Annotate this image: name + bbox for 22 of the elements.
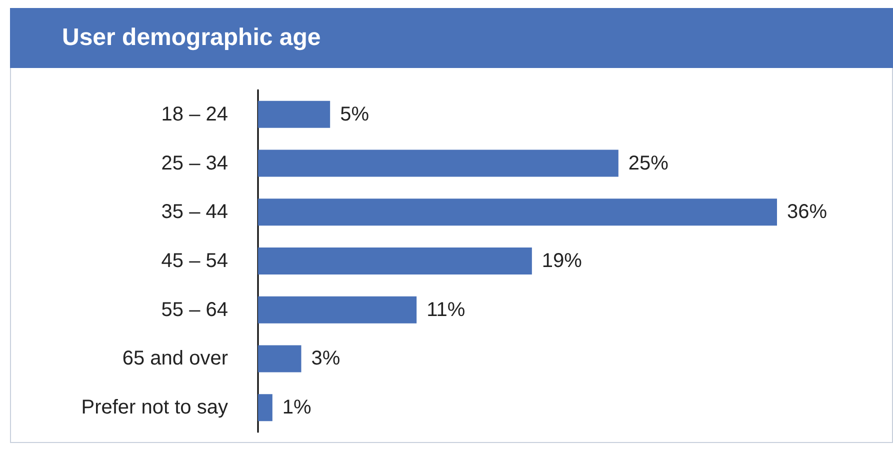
y-tick-label: 45 – 54 <box>161 250 228 272</box>
bar <box>258 296 417 324</box>
data-label: 25% <box>628 152 669 174</box>
data-label: 5% <box>340 103 370 126</box>
chart-title: User demographic age <box>62 24 321 52</box>
data-label: 19% <box>542 250 582 272</box>
bar <box>258 198 777 226</box>
y-tick-label: Prefer not to say <box>81 396 228 419</box>
data-label: 11% <box>426 298 466 321</box>
y-tick-label: 35 – 44 <box>161 201 228 224</box>
bar <box>258 100 330 128</box>
y-tick-label: 65 and over <box>122 348 228 370</box>
bar <box>258 345 302 372</box>
data-label: 36% <box>787 201 828 224</box>
bar <box>258 394 272 422</box>
data-label: 3% <box>311 348 340 370</box>
y-tick-label: 25 – 34 <box>161 152 228 174</box>
data-label: 1% <box>282 396 312 419</box>
y-tick-label: 55 – 64 <box>161 298 228 321</box>
bar <box>258 248 532 274</box>
bar <box>258 150 618 177</box>
y-tick-label: 18 – 24 <box>161 103 228 126</box>
